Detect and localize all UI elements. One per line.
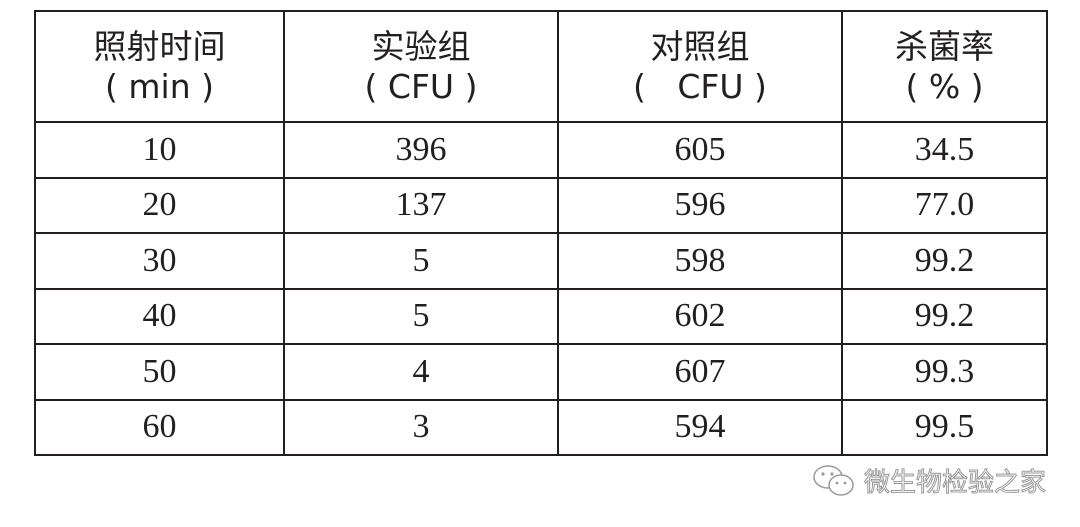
data-table: 照射时间( min ) 实验组( CFU ) 对照组( CFU ) 杀菌率( %… [34,10,1048,456]
table-cell: 5 [283,287,559,345]
table-cell: 60 [34,398,285,456]
table-row: 40 5 602 99.2 [34,287,1048,345]
header-row: 照射时间( min ) 实验组( CFU ) 对照组( CFU ) 杀菌率( %… [34,10,1048,123]
header-time: 照射时间( min ) [34,10,285,123]
table-cell: 99.2 [841,287,1048,345]
header-line1: 照射时间 [93,26,226,66]
watermark-text: 微生物检验之家 [863,468,1047,499]
header-line1: 实验组 [371,26,471,66]
table-cell: 3 [283,398,559,456]
table-cell: 5 [283,232,559,290]
table-cell: 137 [283,176,559,234]
watermark: 微生物检验之家 [812,462,1047,499]
header-line2: ( CFU ) [364,66,478,106]
table-cell: 605 [557,121,843,179]
table-cell: 40 [34,287,285,345]
table-cell: 99.2 [841,232,1048,290]
table-cell: 30 [34,232,285,290]
table-cell: 594 [557,398,843,456]
table-cell: 99.3 [841,343,1048,401]
table-cell: 77.0 [841,176,1048,234]
table-row: 20 137 596 77.0 [34,176,1048,234]
header-line1: 对照组 [650,26,750,66]
table-row: 10 396 605 34.5 [34,121,1048,179]
table-cell: 10 [34,121,285,179]
wechat-icon [813,464,854,496]
table-cell: 99.5 [841,398,1048,456]
table-cell: 34.5 [841,121,1048,179]
table-row: 60 3 594 99.5 [34,398,1048,456]
header-experiment: 实验组( CFU ) [283,10,559,123]
header-control: 对照组( CFU ) [557,10,843,123]
header-kill-rate: 杀菌率( % ) [841,10,1048,123]
table-cell: 596 [557,176,843,234]
table-cell: 602 [557,287,843,345]
table-row: 50 4 607 99.3 [34,343,1048,401]
table-cell: 607 [557,343,843,401]
table-row: 30 5 598 99.2 [34,232,1048,290]
table-cell: 598 [557,232,843,290]
table-cell: 20 [34,176,285,234]
table-cell: 396 [283,121,559,179]
header-line1: 杀菌率 [895,26,994,66]
header-line2: ( % ) [905,66,984,106]
table-cell: 50 [34,343,285,401]
header-line2: ( CFU ) [633,66,767,106]
table-cell: 4 [283,343,559,401]
header-line2: ( min ) [105,66,214,106]
